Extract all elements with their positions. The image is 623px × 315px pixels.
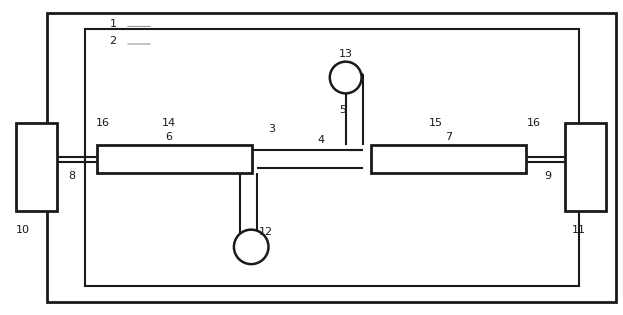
Text: 12: 12 [259, 227, 273, 237]
Text: 16: 16 [527, 118, 541, 128]
Text: 5: 5 [340, 106, 346, 116]
Bar [565, 123, 606, 211]
Bar [85, 29, 579, 286]
Text: 9: 9 [544, 171, 551, 181]
Text: 2: 2 [110, 37, 117, 47]
Text: 11: 11 [572, 225, 586, 235]
Bar [371, 145, 526, 173]
Text: 3: 3 [268, 124, 275, 134]
Bar [97, 145, 252, 173]
Text: 1: 1 [110, 19, 117, 29]
Text: 16: 16 [97, 118, 110, 128]
Text: 8: 8 [69, 171, 76, 181]
Ellipse shape [330, 62, 361, 94]
Text: 13: 13 [340, 49, 353, 59]
Text: 6: 6 [165, 132, 172, 142]
Text: 7: 7 [445, 132, 452, 142]
Text: 14: 14 [161, 118, 176, 128]
Text: 4: 4 [318, 135, 325, 145]
Text: 10: 10 [16, 225, 29, 235]
Bar [16, 123, 57, 211]
Text: 15: 15 [429, 118, 443, 128]
Ellipse shape [234, 230, 269, 264]
